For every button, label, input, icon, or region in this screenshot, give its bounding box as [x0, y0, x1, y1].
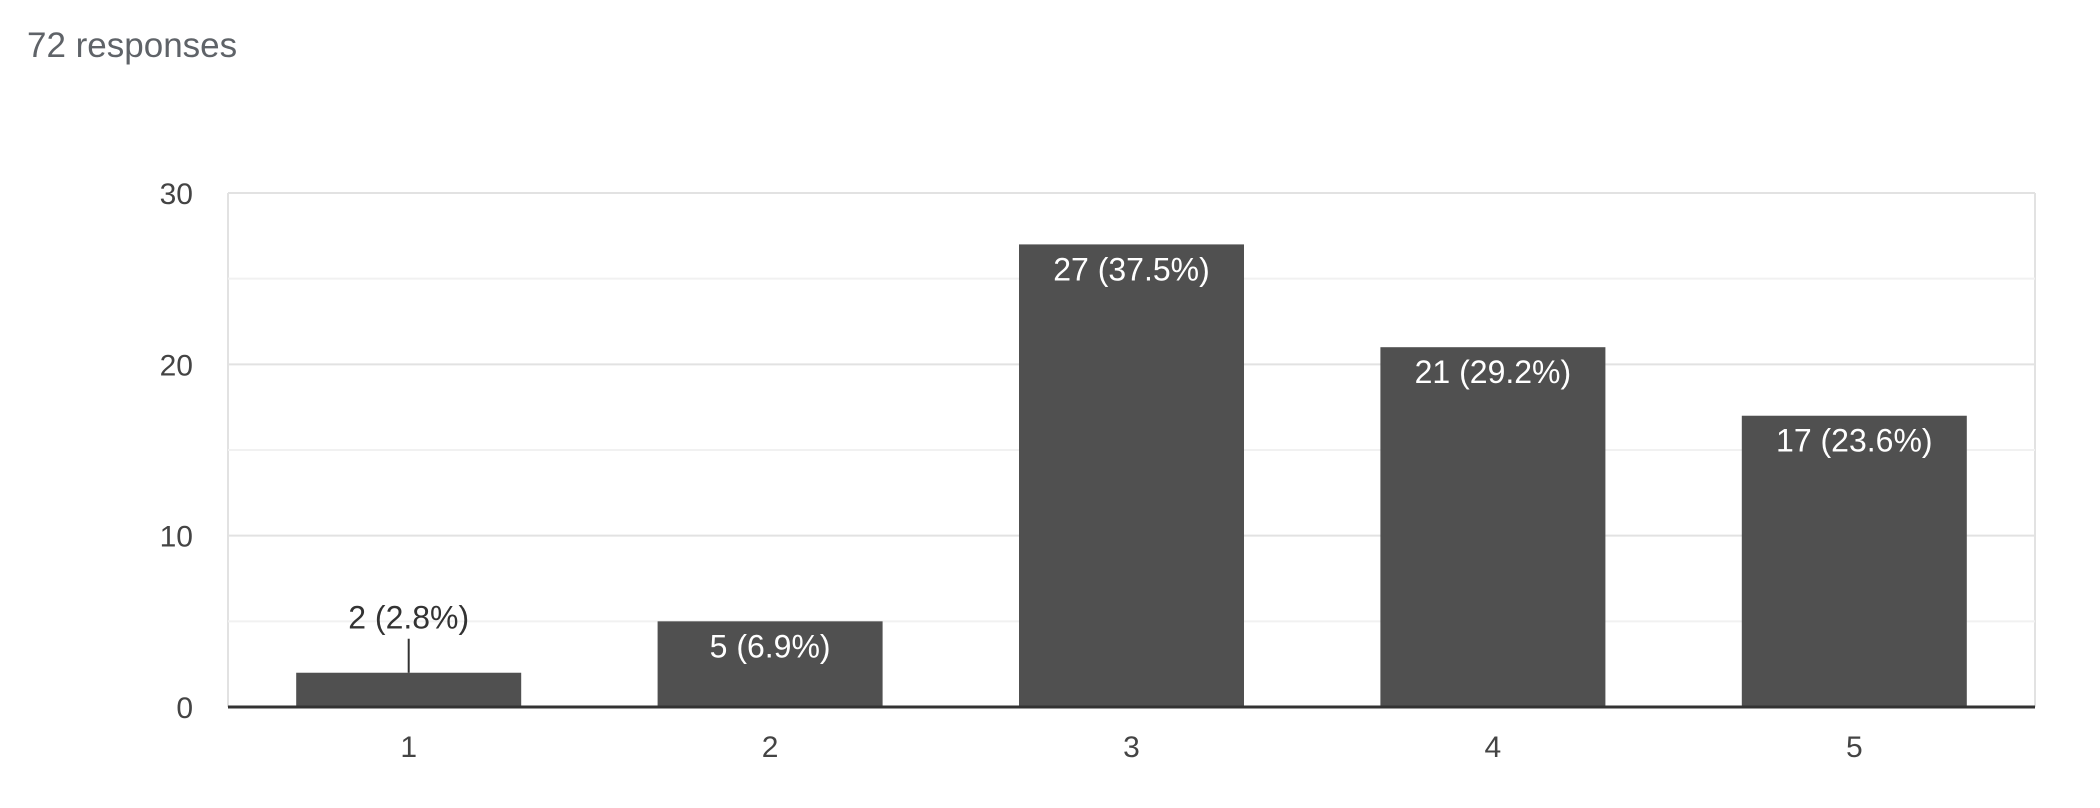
data-label: 5 (6.9%) — [710, 628, 831, 664]
x-tick-label: 3 — [1123, 731, 1140, 764]
x-tick-label: 4 — [1485, 731, 1502, 764]
y-tick-label: 30 — [160, 178, 193, 211]
x-axis-tick-labels: 1 2 3 4 5 — [400, 731, 1862, 764]
bar-3 — [1019, 244, 1244, 707]
x-tick-label: 2 — [762, 731, 779, 764]
data-label: 27 (37.5%) — [1053, 251, 1210, 287]
data-label: 21 (29.2%) — [1415, 354, 1572, 390]
y-tick-label: 20 — [160, 349, 193, 382]
data-labels: 2 (2.8%) 5 (6.9%) 27 (37.5%) 21 (29.2%) 17 (… — [348, 251, 1933, 673]
y-axis-tick-labels: 0 10 20 30 — [160, 178, 193, 725]
x-tick-label: 5 — [1846, 731, 1863, 764]
data-label: 17 (23.6%) — [1776, 423, 1933, 459]
y-tick-label: 10 — [160, 521, 193, 554]
bars — [296, 244, 1967, 707]
y-tick-label: 0 — [176, 692, 193, 725]
x-tick-label: 1 — [400, 731, 417, 764]
data-label: 2 (2.8%) — [348, 600, 469, 636]
bar-2 — [657, 621, 883, 707]
bar-1 — [296, 672, 522, 707]
bar-5 — [1741, 415, 1967, 707]
bar-4 — [1380, 347, 1606, 707]
responses-count: 72 responses — [27, 26, 238, 65]
